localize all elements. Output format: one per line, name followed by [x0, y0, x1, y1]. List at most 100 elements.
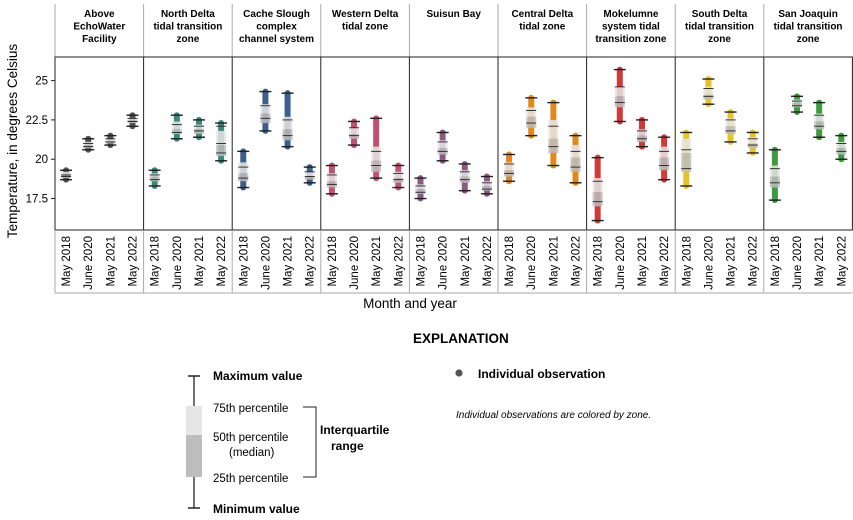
box-lower-quartile: [304, 176, 315, 180]
x-category-label: May 2022: [836, 236, 848, 287]
axes: Temperature, in degrees Celsius Month an…: [5, 44, 853, 311]
x-category-label: May 2022: [128, 236, 140, 287]
box-may-2022: [392, 162, 405, 191]
y-tick-label: 20: [35, 154, 48, 166]
box-may-2021: [547, 99, 560, 169]
box-lower-quartile: [216, 145, 227, 157]
box-may-2022: [215, 120, 228, 164]
box-may-2022: [569, 132, 582, 186]
panel-title-line: Western Delta: [332, 9, 399, 20]
box-lower-quartile: [481, 185, 492, 191]
box-lower-quartile: [149, 176, 160, 182]
box-may-2018: [591, 154, 604, 224]
x-category-label: May 2018: [327, 236, 339, 287]
box-lower-quartile: [814, 121, 825, 130]
box-upper-quartile: [61, 171, 72, 175]
x-category-label: June 2020: [172, 236, 184, 290]
plot-area: [60, 57, 848, 230]
panel-8: [674, 57, 759, 230]
box-may-2018: [414, 175, 427, 202]
legend-upper-quartile-box: [186, 406, 202, 435]
box-june-2020: [613, 66, 626, 125]
box-upper-quartile: [238, 162, 249, 174]
box-upper-quartile: [415, 184, 426, 190]
box-lower-quartile: [193, 129, 204, 135]
legend-iqr-sublabel: range: [331, 439, 364, 453]
box-upper-quartile: [304, 171, 315, 177]
x-category-label: May 2018: [238, 236, 250, 287]
x-category-label: May 2022: [393, 236, 405, 287]
panel-title-line: Facility: [82, 34, 117, 45]
box-upper-quartile: [127, 118, 138, 120]
x-category-label: June 2020: [83, 236, 95, 290]
legend-point-label: Individual observation: [478, 367, 605, 381]
x-category-label: May 2018: [593, 236, 605, 287]
box-upper-quartile: [614, 86, 625, 97]
box-may-2022: [303, 164, 316, 186]
x-category-label: June 2020: [792, 236, 804, 290]
box-may-2018: [768, 146, 781, 204]
box-june-2020: [702, 76, 715, 108]
x-category-label: May 2021: [637, 236, 649, 287]
box-may-2021: [281, 90, 294, 150]
box-upper-quartile: [193, 124, 204, 130]
box-may-2018: [325, 162, 338, 197]
box-lower-quartile: [238, 173, 249, 182]
panel-title-line: tidal zone: [342, 22, 389, 33]
x-category-label: June 2020: [438, 236, 450, 290]
box-lower-quartile: [393, 178, 404, 183]
panel-title-line: tidal transition: [774, 22, 843, 33]
x-category-label: May 2021: [105, 236, 117, 287]
x-category-label: May 2021: [371, 236, 383, 287]
box-upper-quartile: [725, 118, 736, 127]
box-lower-quartile: [415, 189, 426, 194]
box-upper-quartile: [393, 171, 404, 179]
box-may-2022: [658, 134, 671, 183]
x-category-label: May 2018: [681, 236, 693, 287]
box-june-2020: [348, 118, 361, 149]
y-tick-label: 22.5: [26, 115, 48, 127]
box-may-2021: [724, 109, 737, 145]
box-may-2021: [458, 160, 471, 194]
x-category-label: May 2018: [150, 236, 162, 287]
box-lower-quartile: [526, 116, 537, 128]
legend-explanation: EXPLANATION Maximum value 75th percentil…: [186, 331, 651, 516]
box-may-2018: [148, 167, 161, 189]
box-may-2022: [480, 173, 493, 197]
x-category-label: May 2022: [748, 236, 760, 287]
box-upper-quartile: [747, 137, 758, 144]
x-category-label: May 2022: [571, 236, 583, 287]
box-lower-quartile: [105, 141, 116, 144]
legend-q3-label: 75th percentile: [213, 403, 288, 415]
panel-6: [497, 57, 582, 230]
x-axis-title: Month and year: [363, 296, 457, 311]
legend-min-label: Minimum value: [213, 502, 300, 516]
legend-median-sublabel: (median): [229, 447, 275, 459]
x-category-label: June 2020: [526, 236, 538, 290]
legend-iqr-label: Interquartile: [320, 423, 390, 437]
box-june-2020: [525, 94, 538, 139]
legend-point-symbol: [455, 369, 463, 377]
panel-title-line: Above: [84, 9, 115, 20]
box-upper-quartile: [836, 141, 847, 149]
panel-title-line: transition zone: [595, 34, 667, 45]
x-category-label: May 2022: [305, 236, 317, 287]
box-lower-quartile: [614, 96, 625, 108]
panel-4: [320, 57, 405, 230]
box-may-2018: [680, 129, 693, 189]
box-upper-quartile: [349, 127, 360, 135]
box-upper-quartile: [526, 107, 537, 117]
panel-1: [60, 112, 139, 183]
box-upper-quartile: [216, 130, 227, 146]
box-june-2020: [82, 135, 95, 153]
y-tick-label: 17.5: [26, 194, 48, 206]
box-upper-quartile: [326, 173, 337, 182]
panel-title-line: complex: [256, 22, 297, 33]
box-may-2021: [813, 99, 826, 141]
y-tick-label: 25: [35, 76, 48, 88]
x-category-label: June 2020: [703, 236, 715, 290]
box-may-2022: [126, 112, 139, 130]
box-lower-quartile: [282, 129, 293, 141]
box-may-2021: [192, 116, 205, 141]
